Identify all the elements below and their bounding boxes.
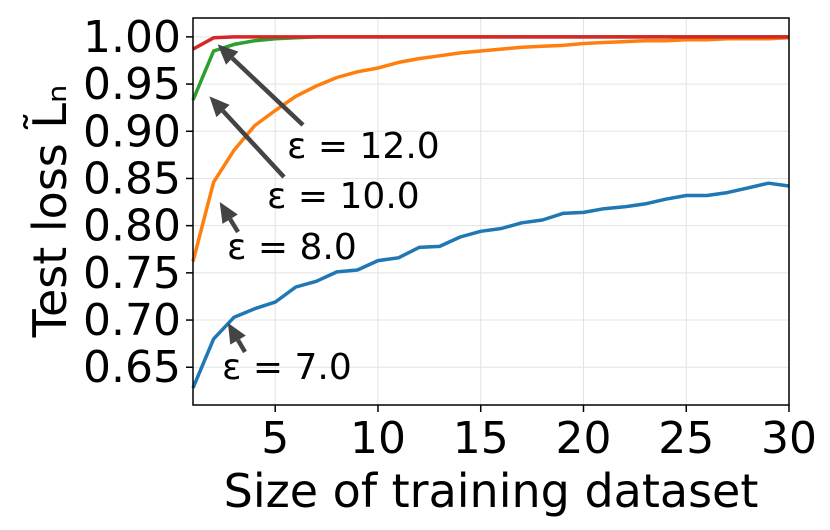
annotation-3: ε = 7.0	[222, 322, 352, 388]
x-tick-label: 25	[658, 413, 714, 464]
annotation-1: ε = 10.0	[209, 96, 420, 217]
series-line-2	[191, 35, 789, 101]
y-tick-label: 1.00	[83, 12, 181, 63]
y-axis-title: Test loss L̃ₙ	[23, 85, 77, 339]
y-tick-label: 0.80	[83, 201, 181, 252]
annotation-layer: ε = 12.0 ε = 10.0 ε = 8.0 ε = 7.0	[209, 44, 440, 388]
annotation-label: ε = 7.0	[222, 347, 352, 388]
annotation-arrow	[236, 338, 247, 354]
plot-frame	[192, 17, 790, 406]
series-line-1	[191, 36, 790, 262]
annotation-arrow	[228, 217, 240, 234]
annotation-label: ε = 12.0	[287, 126, 440, 167]
y-tick-label: 0.85	[83, 153, 181, 204]
y-tick-label: 0.95	[83, 59, 181, 110]
series-line-0	[191, 181, 790, 389]
y-tick-label: 0.65	[83, 342, 181, 393]
x-tick-label: 20	[555, 413, 611, 464]
annotation-arrowhead	[217, 44, 239, 65]
y-tick-label: 0.90	[83, 106, 181, 157]
series-layer	[191, 35, 790, 389]
annotation-2: ε = 8.0	[219, 202, 357, 268]
x-axis: 5 10 15 20 25 30	[261, 405, 817, 464]
y-tick-label: 0.75	[83, 248, 181, 299]
annotation-arrow	[221, 109, 286, 179]
x-axis-title: Size of training dataset	[224, 464, 759, 518]
series-line-3	[192, 35, 789, 51]
x-tick-label: 5	[261, 413, 289, 464]
annotation-arrowhead	[219, 202, 238, 224]
y-axis: 0.650.700.750.800.850.900.951.00	[83, 12, 193, 393]
x-tick-label: 10	[350, 413, 406, 464]
y-tick-label: 0.70	[83, 295, 181, 346]
annotation-0: ε = 12.0	[217, 44, 440, 167]
annotation-arrow	[230, 56, 305, 127]
annotation-arrowhead	[227, 322, 246, 345]
x-tick-label: 30	[761, 413, 817, 464]
annotation-arrowhead	[209, 96, 230, 118]
annotation-label: ε = 10.0	[267, 176, 420, 217]
x-tick-label: 15	[453, 413, 509, 464]
annotation-label: ε = 8.0	[227, 227, 357, 268]
